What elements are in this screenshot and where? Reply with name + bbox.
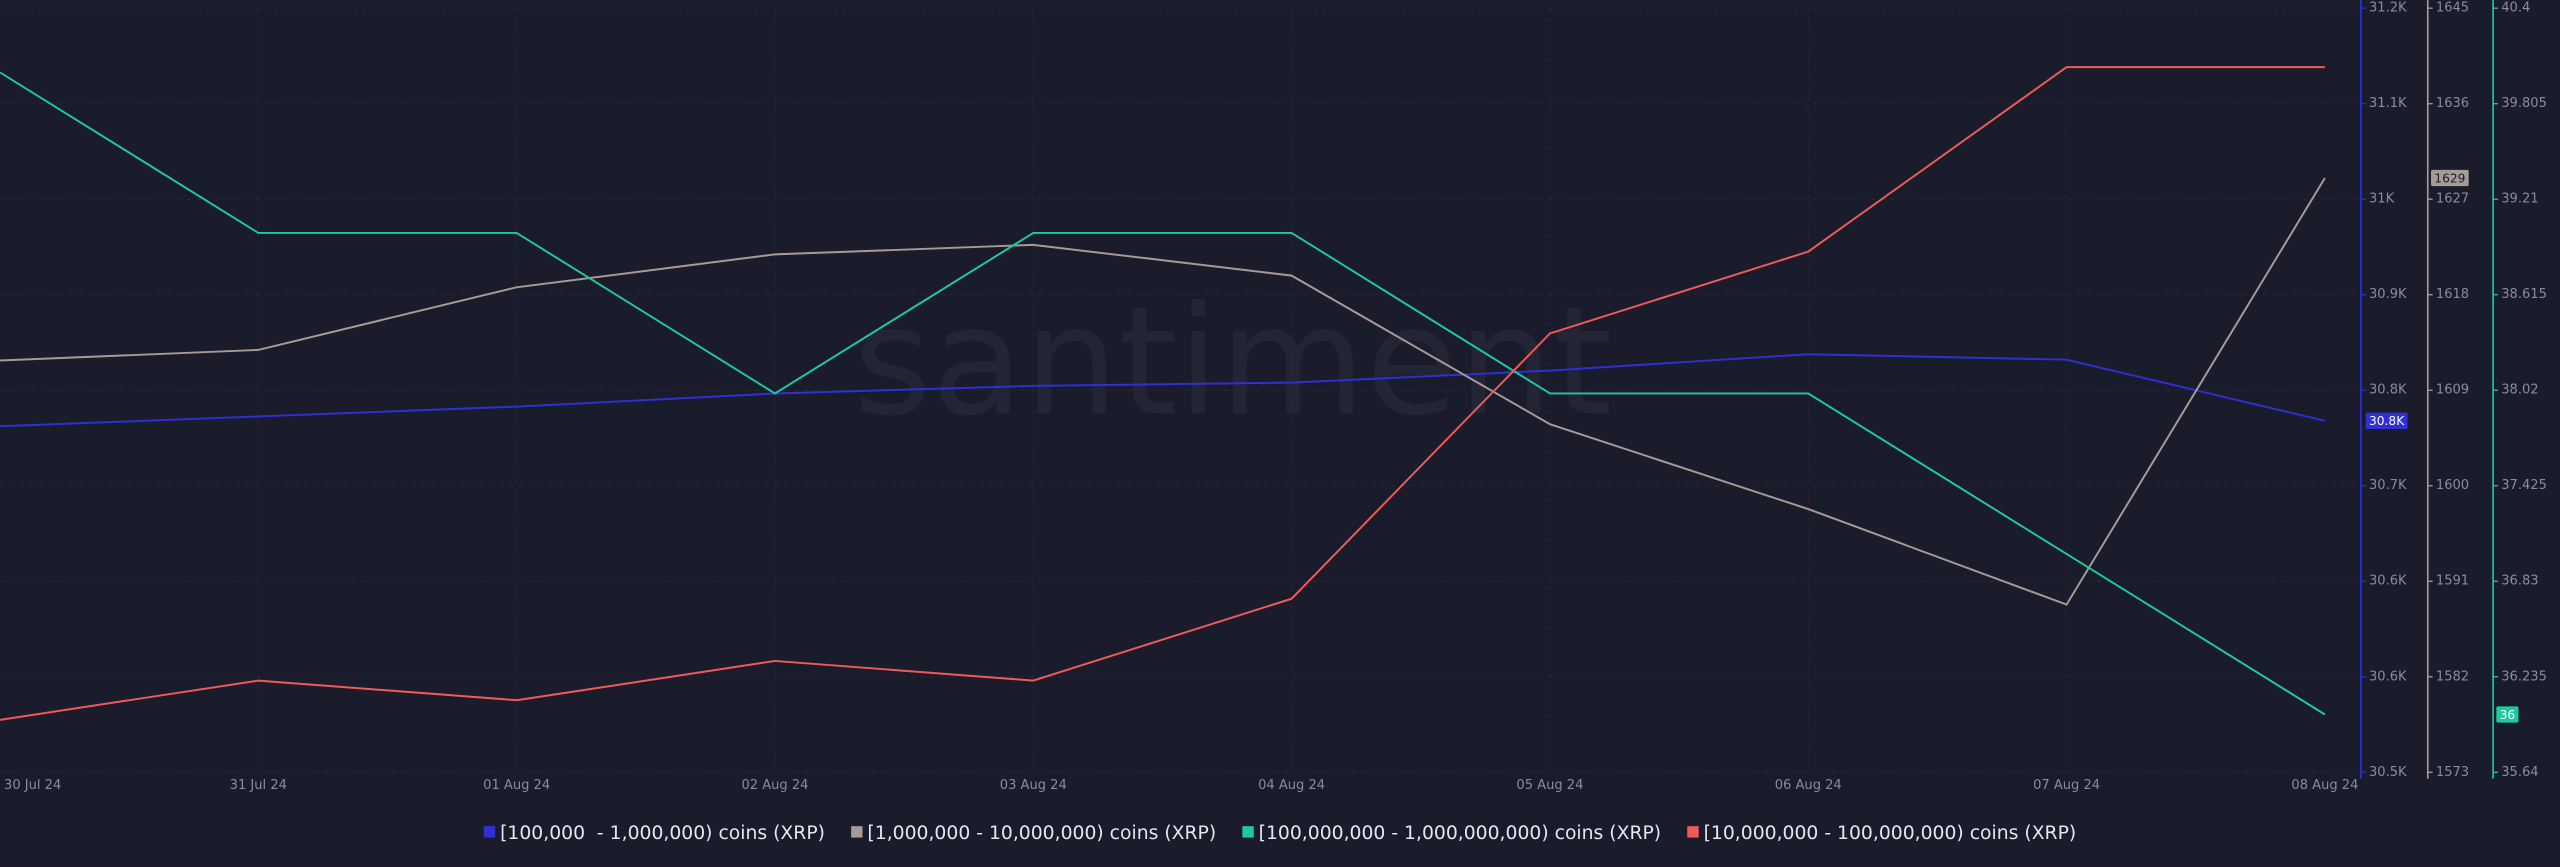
badge-bg	[2365, 412, 2408, 429]
y-tick-label: 30.7K	[2369, 478, 2407, 493]
y-tick-label: 1573	[2436, 765, 2469, 780]
series-line	[0, 66, 2325, 721]
badge-label: 36	[2500, 708, 2516, 722]
y-tick-label: 1582	[2436, 669, 2469, 684]
x-tick-label: 01 Aug 24	[483, 778, 550, 793]
y-tick-label: 36.83	[2501, 574, 2538, 589]
y-tick-label: 1636	[2436, 96, 2469, 111]
legend-label: [1,000,000 - 10,000,000) coins (XRP)	[867, 823, 1216, 844]
y-tick-label: 1645	[2436, 1, 2469, 16]
x-tick-label: 08 Aug 24	[2291, 778, 2358, 793]
y-tick-label: 37.425	[2501, 478, 2547, 493]
y-tick-label: 1591	[2436, 574, 2469, 589]
y-tick-label: 30.6K	[2369, 574, 2407, 589]
watermark: santiment	[853, 275, 1612, 449]
value-badge: 30.8K	[2365, 412, 2408, 429]
value-badge: 36	[2496, 706, 2519, 723]
y-tick-label: 30.8K	[2369, 383, 2407, 398]
x-tick-label: 03 Aug 24	[1000, 778, 1067, 793]
y-tick-label: 30.9K	[2369, 287, 2407, 302]
x-tick-label: 30 Jul 24	[4, 778, 61, 793]
series-line	[0, 353, 2326, 428]
series-line	[0, 177, 2326, 606]
y-tick-label: 31.2K	[2369, 1, 2407, 16]
y-tick-label: 36.235	[2501, 669, 2547, 684]
x-tick-label: 06 Aug 24	[1775, 778, 1842, 793]
badge-bg	[2431, 169, 2469, 187]
y-tick-label: 30.5K	[2369, 765, 2407, 780]
badge-label: 30.8K	[2369, 414, 2405, 428]
legend-swatch	[851, 826, 863, 838]
y-tick-label: 1627	[2436, 192, 2469, 207]
y-tick-label: 31K	[2369, 192, 2395, 207]
legend-swatch	[1687, 826, 1699, 838]
y-tick-label: 31.1K	[2369, 96, 2407, 111]
x-tick-label: 05 Aug 24	[1516, 778, 1583, 793]
y-tick-label: 1609	[2436, 383, 2469, 398]
x-tick-label: 04 Aug 24	[1258, 778, 1325, 793]
y-tick-label: 30.6K	[2369, 669, 2407, 684]
series-line	[0, 71, 2326, 716]
legend: [100,000 - 1,000,000) coins (XRP) [1,000,…	[483, 823, 2077, 844]
y-tick-label: 39.805	[2501, 96, 2547, 111]
badge-bg	[2496, 706, 2519, 723]
y-tick-label: 35.64	[2501, 765, 2538, 780]
x-tick-label: 07 Aug 24	[2033, 778, 2100, 793]
y-tick-label: 1600	[2436, 478, 2469, 493]
value-badge: 1629	[2431, 169, 2469, 187]
y-tick-label: 39.21	[2501, 192, 2538, 207]
legend-label: [100,000,000 - 1,000,000,000) coins (XRP…	[1259, 823, 1661, 844]
legend-swatch	[1242, 826, 1254, 838]
legend-label: [10,000,000 - 100,000,000) coins (XRP)	[1704, 823, 2077, 844]
y-tick-label: 40.4	[2501, 1, 2530, 16]
legend-label: [100,000 - 1,000,000) coins (XRP)	[500, 823, 825, 844]
y-tick-label: 1618	[2436, 287, 2469, 302]
x-tick-label: 02 Aug 24	[741, 778, 808, 793]
y-tick-label: 38.02	[2501, 383, 2538, 398]
x-tick-label: 31 Jul 24	[230, 778, 287, 793]
legend-swatch	[483, 826, 496, 838]
badge-label: 1629	[2434, 171, 2465, 185]
y-tick-label: 38.615	[2501, 287, 2547, 302]
